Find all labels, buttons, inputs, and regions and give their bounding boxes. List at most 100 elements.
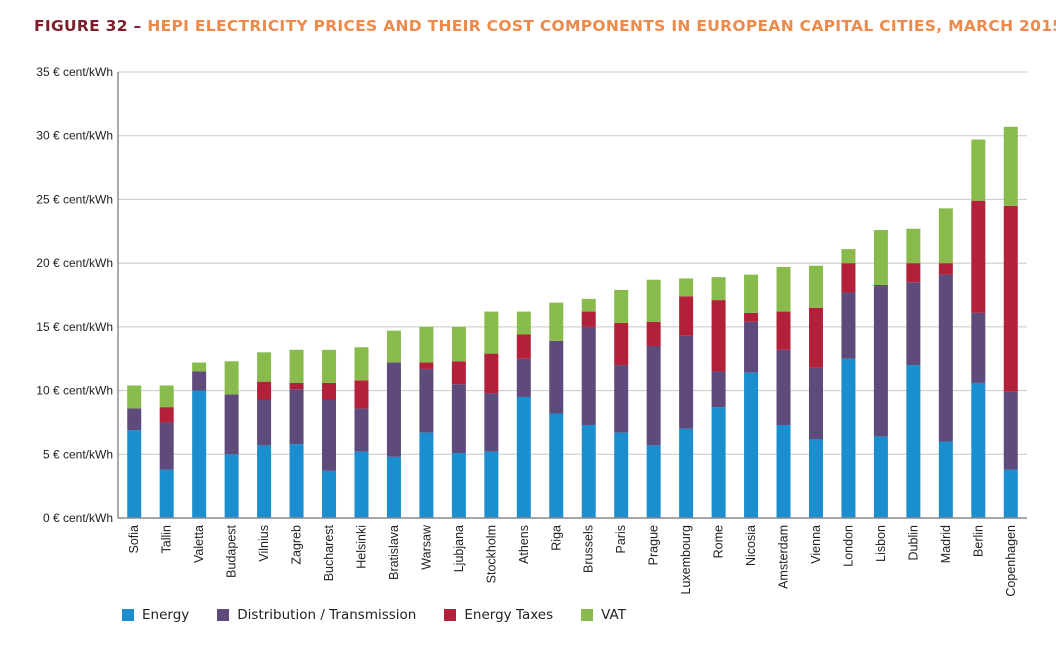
- bar-segment-energy-taxes: [938, 263, 953, 275]
- legend-label: VAT: [601, 607, 626, 623]
- legend-label: Energy Taxes: [464, 607, 554, 623]
- bar-segment-vat: [776, 266, 791, 312]
- bar-segment-energy: [841, 358, 856, 518]
- bar-segment-distribution-transmission: [581, 326, 596, 425]
- y-tick-label: 0 € cent/kWh: [43, 511, 113, 525]
- bar-segment-vat: [224, 361, 239, 395]
- bar-segment-energy: [873, 436, 888, 518]
- legend-swatch: [581, 609, 594, 621]
- x-tick-label: Zagreb: [290, 525, 304, 565]
- bar-segment-energy-taxes: [776, 311, 791, 350]
- legend-label: Energy: [142, 607, 190, 623]
- bar-segment-distribution-transmission: [451, 384, 466, 454]
- bar-segment-energy-taxes: [971, 200, 986, 313]
- bar-segment-distribution-transmission: [516, 358, 531, 397]
- bar-segment-distribution-transmission: [289, 389, 304, 445]
- bar-segment-distribution-transmission: [159, 422, 174, 470]
- bar-segment-vat: [938, 208, 953, 264]
- figure-number: FIGURE 32 –: [34, 17, 142, 35]
- bar-segment-energy-taxes: [354, 380, 369, 409]
- bar-segment-energy: [192, 390, 207, 518]
- bar-segment-distribution-transmission: [711, 371, 726, 408]
- bar-segment-energy-taxes: [808, 307, 823, 368]
- bar-segment-vat: [711, 277, 726, 301]
- bar-segment-vat: [581, 298, 596, 312]
- x-tick-label: Budapest: [225, 524, 239, 577]
- x-tick-label: Nicosia: [744, 525, 758, 566]
- bar-segment-energy: [971, 382, 986, 518]
- bar-segment-energy-taxes: [322, 382, 337, 400]
- x-tick-label: Bratislava: [387, 525, 401, 580]
- x-tick-label: Paris: [614, 525, 628, 553]
- bar-segment-distribution-transmission: [224, 394, 239, 455]
- x-tick-label: Vienna: [809, 525, 823, 564]
- bar-segment-vat: [516, 311, 531, 335]
- bar-segment-distribution-transmission: [776, 349, 791, 425]
- y-tick-label: 25 € cent/kWh: [36, 192, 113, 206]
- legend-swatch: [444, 609, 457, 621]
- bar-segment-energy: [938, 441, 953, 518]
- bar-segment-energy-taxes: [516, 334, 531, 359]
- bar-segment-energy-taxes: [581, 311, 596, 327]
- x-tick-label: Madrid: [939, 525, 953, 563]
- x-tick-label: Athens: [517, 525, 531, 564]
- bar-segment-distribution-transmission: [257, 399, 272, 446]
- bar-segment-energy-taxes: [711, 300, 726, 372]
- bar-segment-energy: [776, 424, 791, 518]
- bar-segment-vat: [159, 385, 174, 408]
- bar-segment-energy: [711, 407, 726, 518]
- bar-segment-energy: [451, 453, 466, 518]
- bar-segment-vat: [192, 362, 207, 372]
- bar-segment-energy: [516, 396, 531, 518]
- x-tick-label: Bucharest: [322, 524, 336, 581]
- bar-segment-vat: [679, 278, 694, 297]
- y-tick-label: 20 € cent/kWh: [36, 256, 113, 270]
- bar-segment-energy-taxes: [614, 323, 629, 366]
- bar-segment-vat: [808, 265, 823, 308]
- bar-segment-energy: [744, 372, 759, 518]
- bar-segment-vat: [646, 279, 661, 322]
- bar-segment-vat: [841, 249, 856, 264]
- bar-segment-energy: [419, 432, 434, 518]
- y-tick-label: 10 € cent/kWh: [36, 384, 113, 398]
- bar-segment-vat: [549, 302, 564, 341]
- bar-segment-energy: [354, 451, 369, 518]
- legend-item-vat: VAT: [581, 607, 626, 623]
- bar-segment-vat: [744, 274, 759, 313]
- bar-segment-distribution-transmission: [549, 340, 564, 414]
- bar-segment-energy-taxes: [841, 263, 856, 293]
- bar-segment-energy-taxes: [289, 382, 304, 390]
- x-tick-label: Stockholm: [484, 525, 498, 583]
- bar-segment-distribution-transmission: [808, 367, 823, 439]
- bar-segment-vat: [484, 311, 499, 354]
- x-tick-label: Prague: [647, 525, 661, 565]
- x-tick-label: Copenhagen: [1004, 525, 1018, 597]
- bar-segment-distribution-transmission: [938, 274, 953, 442]
- x-tick-label: Brussels: [582, 525, 596, 573]
- legend-item-energy: Energy: [122, 607, 189, 623]
- bar-segment-energy: [646, 445, 661, 518]
- bar-segment-vat: [386, 330, 401, 363]
- chart-title: FIGURE 32 – HEPI ELECTRICITY PRICES AND …: [34, 17, 1056, 35]
- bar-segment-energy: [581, 424, 596, 518]
- bar-segment-energy: [289, 444, 304, 518]
- bar-segment-distribution-transmission: [127, 408, 142, 431]
- x-tick-label: Riga: [549, 525, 563, 551]
- bar-segment-distribution-transmission: [646, 345, 661, 446]
- bar-segment-energy: [906, 365, 921, 518]
- bar-segment-energy-taxes: [484, 353, 499, 394]
- x-tick-label: Sofia: [127, 525, 141, 554]
- bar-segment-energy-taxes: [646, 321, 661, 346]
- bar-segment-energy-taxes: [906, 263, 921, 283]
- bar-segment-vat: [451, 326, 466, 362]
- bar-segment-vat: [873, 230, 888, 285]
- bar-segment-energy: [808, 438, 823, 518]
- x-tick-label: Luxembourg: [679, 525, 693, 595]
- bar-segment-distribution-transmission: [841, 292, 856, 359]
- bar-segment-distribution-transmission: [192, 371, 207, 391]
- title-text: HEPI ELECTRICITY PRICES AND THEIR COST C…: [147, 17, 1056, 35]
- y-tick-label: 35 € cent/kWh: [36, 65, 113, 79]
- legend-swatch: [122, 609, 134, 621]
- bar-segment-distribution-transmission: [679, 335, 694, 429]
- legend-item-distribution: Distribution / Transmission: [217, 607, 416, 623]
